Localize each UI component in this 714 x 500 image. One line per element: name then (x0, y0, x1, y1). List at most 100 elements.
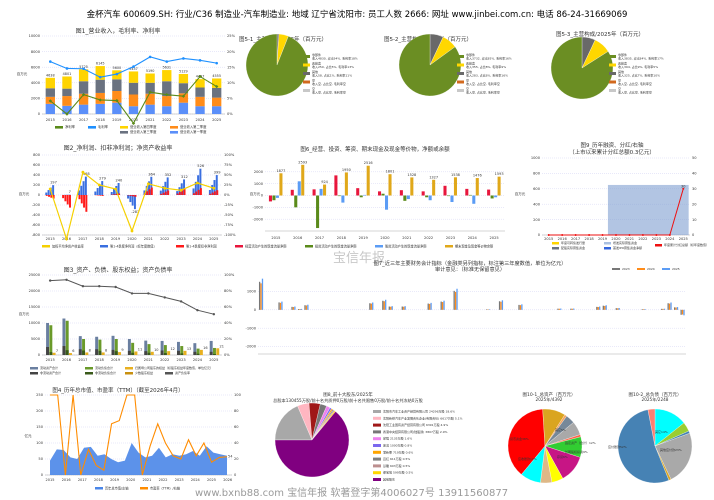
y2-tick-label: 5% (227, 97, 233, 101)
x-tick-label: 2021 (142, 478, 151, 482)
bar-noncurrent-liabilities (163, 353, 167, 355)
bar (518, 304, 520, 310)
legend-label: 营业收入第四季度 (130, 124, 157, 129)
data-label: 526 (197, 164, 205, 168)
x-tick-label: 2018 (337, 236, 347, 240)
legend-swatch (375, 245, 383, 248)
bar (272, 195, 276, 201)
bar (382, 300, 384, 310)
y-tick-label: 400 (533, 202, 541, 206)
debt-ratio-marker (212, 313, 216, 316)
y2-tick-label: 40 (234, 441, 239, 445)
bar (297, 309, 300, 310)
y-tick-label: 15000 (29, 305, 41, 309)
bar (498, 301, 501, 310)
x-tick-label: 2022 (638, 237, 647, 241)
legend-label: 加权平均净资产收益率 (52, 244, 85, 249)
pie-slice (550, 36, 614, 100)
bar-deducted-profit (195, 191, 198, 195)
x-tick-label: 2020 (129, 118, 139, 122)
bar (604, 305, 606, 310)
bar (644, 309, 646, 310)
bar (290, 189, 294, 196)
x-tick-label: 2023 (177, 237, 186, 241)
bar-current-assets (127, 339, 131, 355)
bar-net-profit (129, 195, 132, 203)
y-tick-label: 800 (533, 172, 541, 176)
bar-noncurrent-assets (95, 349, 99, 355)
x-tick-label: 2021 (144, 358, 153, 362)
bar (519, 305, 522, 310)
bar-deducted-profit (83, 195, 86, 208)
legend-label: 空 (466, 78, 469, 83)
bar-segment (62, 105, 72, 114)
watermark-center: 宝信年报 (333, 251, 386, 266)
bar-segment (162, 81, 172, 97)
x-tick-label: 2017 (79, 118, 88, 122)
x-tick-label: 2015 (46, 358, 55, 362)
bar-net-profit (183, 179, 186, 195)
data-label: 364 (148, 172, 156, 176)
data-label: 352 (165, 173, 172, 177)
bar-equity (118, 352, 122, 355)
chart-subtitle: 2025年/4392 (536, 396, 563, 403)
roe-marker (114, 187, 118, 191)
roe-marker (179, 188, 183, 192)
data-label: 5725 (79, 65, 88, 69)
legend-detail: 收入250, 占比5%, 毛利率13% (312, 64, 354, 69)
chart-fig2: 图2_净利润、扣非净利润；净资产收益率 -800 -600 -400 -200 0 200 4… (19, 144, 236, 249)
bar (596, 306, 598, 310)
legend-swatch (305, 245, 313, 248)
y2-tick-label: 0% (224, 353, 230, 357)
bar-segment (112, 102, 122, 114)
legend-label: 期末现金及现金等价物余额 (455, 244, 494, 249)
dividend-marker (655, 234, 658, 236)
bar-net-profit (199, 168, 202, 195)
bar-equity (134, 351, 138, 355)
bar-current-assets (193, 343, 197, 355)
bar (381, 193, 385, 196)
bar (334, 175, 338, 196)
data-label: 4638 (46, 73, 55, 77)
y2-tick-label: 100% (224, 153, 235, 157)
bar (366, 165, 370, 196)
bar (501, 300, 504, 310)
roe-marker (97, 183, 101, 187)
bar-deducted-profit (167, 190, 170, 195)
chart-fig7: 图7_近三年主要财务会计指标（金融类另列指标，标注第三年度数值，单位为亿元）审计… (246, 259, 686, 355)
bar-segment (178, 83, 189, 94)
bar-segment (145, 93, 155, 105)
bar (602, 305, 604, 310)
bar (307, 304, 309, 310)
legend-label: 香港中央结算有限公司(陆股通) 3807万股 2.9% (383, 429, 448, 434)
y-tick-label: 8000 (31, 50, 41, 54)
bar (573, 308, 575, 310)
bar-segment (145, 82, 155, 94)
legend-label: 改装类 (466, 61, 475, 66)
x-tick-label: 2023 (179, 118, 188, 122)
bar-deducted-profit (132, 195, 135, 197)
bar-noncurrent-assets (209, 351, 213, 355)
chart-title: 图10-2_总负债（百万元） (629, 391, 682, 398)
x-tick-label: 2025 (212, 118, 221, 122)
bar-current-liabilities (98, 339, 102, 355)
bar (443, 185, 447, 196)
bar (292, 307, 295, 310)
bar (403, 195, 407, 201)
bar-noncurrent-liabilities (213, 354, 216, 355)
bar-segment (112, 79, 122, 91)
chart-title: 图5-3_主营构成/2025年（百万元） (556, 30, 644, 38)
x-tick-label: 2021 (625, 237, 634, 241)
legend-label: 空 (618, 86, 621, 91)
y-tick-label: -400 (32, 213, 41, 217)
data-label: 11 (138, 347, 142, 351)
y2-tick-label: 25% (227, 34, 236, 38)
bar-segment (78, 93, 89, 105)
legend-swatch (303, 63, 310, 67)
bar-net-profit (82, 181, 85, 195)
bar-segment (178, 93, 189, 103)
chart-title: 图1_营业收入，毛利率、净利率 (76, 27, 161, 35)
x-tick-label: 2019 (359, 236, 369, 240)
line-marker (132, 65, 135, 68)
y2-tick-label: 0 (692, 233, 695, 237)
